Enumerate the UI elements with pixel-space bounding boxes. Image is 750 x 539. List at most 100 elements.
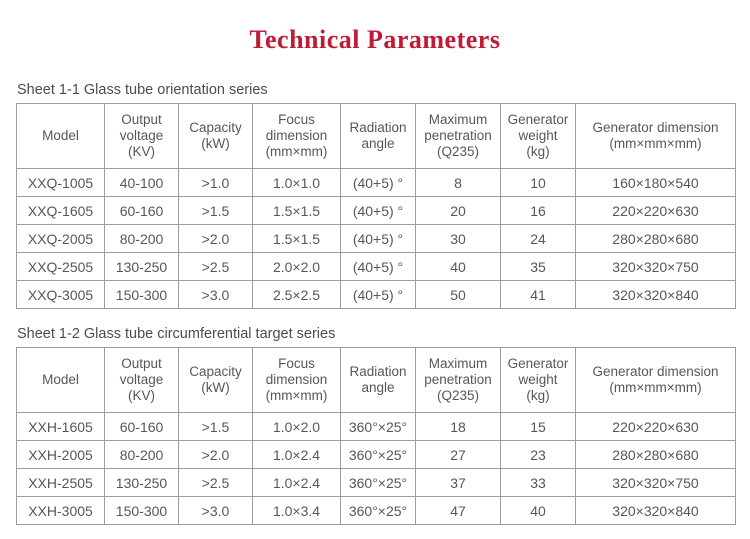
table-cell: 2.5×2.5 bbox=[252, 280, 341, 309]
table-row: XXQ-2005 80-200 >2.0 1.5×1.5 (40+5) ° 30 24 280… bbox=[16, 224, 736, 253]
table-cell: 24 bbox=[500, 224, 576, 253]
table-cell: 40-100 bbox=[104, 168, 179, 197]
table-cell: 320×320×840 bbox=[575, 280, 736, 309]
table-cell: 160×180×540 bbox=[575, 168, 736, 197]
table-cell: 16 bbox=[500, 196, 576, 225]
table-cell: 320×320×750 bbox=[575, 468, 736, 497]
table-cell: 280×280×680 bbox=[575, 440, 736, 469]
table-cell: (40+5) ° bbox=[340, 280, 416, 309]
table-cell: 40 bbox=[415, 252, 501, 281]
sheet-1-2-caption: Sheet 1-2 Glass tube circumferential tar… bbox=[17, 326, 336, 342]
column-header: Output voltage (KV) bbox=[104, 347, 179, 413]
table-cell: 8 bbox=[415, 168, 501, 197]
table-row: XXH-2505 130-250 >2.5 1.0×2.4 360°×25° 37 33 32… bbox=[16, 468, 736, 497]
table-cell: (40+5) ° bbox=[340, 196, 416, 225]
table-cell: >1.0 bbox=[178, 168, 253, 197]
table-cell: 320×320×840 bbox=[575, 496, 736, 525]
column-header: Model bbox=[16, 103, 105, 169]
glass-tube-orientation-table: Model Output voltage (KV) Capacity (kW) Foc… bbox=[16, 103, 736, 309]
table-cell: XXQ-1005 bbox=[16, 168, 105, 197]
table-row: XXQ-2505 130-250 >2.5 2.0×2.0 (40+5) ° 40 35 32… bbox=[16, 252, 736, 281]
column-header: Focus dimension (mm×mm) bbox=[252, 347, 341, 413]
table-cell: XXQ-2005 bbox=[16, 224, 105, 253]
table-cell: >2.0 bbox=[178, 440, 253, 469]
column-header: Generator weight (kg) bbox=[500, 103, 576, 169]
table-cell: 15 bbox=[500, 412, 576, 441]
table-cell: 60-160 bbox=[104, 196, 179, 225]
table-cell: 37 bbox=[415, 468, 501, 497]
page-title: Technical Parameters bbox=[249, 25, 501, 54]
sheet-1-1-caption: Sheet 1-1 Glass tube orientation series bbox=[17, 82, 268, 98]
table-row: XXQ-1005 40-100 >1.0 1.0×1.0 (40+5) ° 8 10 160×… bbox=[16, 168, 736, 197]
table-cell: 41 bbox=[500, 280, 576, 309]
table-cell: 360°×25° bbox=[340, 440, 416, 469]
table-cell: 130-250 bbox=[104, 468, 179, 497]
table-cell: 1.0×1.0 bbox=[252, 168, 341, 197]
table-cell: >2.5 bbox=[178, 252, 253, 281]
table-cell: 33 bbox=[500, 468, 576, 497]
table-cell: 360°×25° bbox=[340, 496, 416, 525]
column-header: Maximum penetration (Q235) bbox=[415, 347, 501, 413]
table-cell: 47 bbox=[415, 496, 501, 525]
table-cell: >1.5 bbox=[178, 412, 253, 441]
header-row: Model Output voltage (KV) Capacity (kW) Foc… bbox=[16, 103, 736, 169]
column-header: Output voltage (KV) bbox=[104, 103, 179, 169]
table-cell: XXQ-1605 bbox=[16, 196, 105, 225]
table-cell: >3.0 bbox=[178, 496, 253, 525]
table-cell: XXQ-3005 bbox=[16, 280, 105, 309]
table-cell: 35 bbox=[500, 252, 576, 281]
table-cell: 20 bbox=[415, 196, 501, 225]
table-cell: 40 bbox=[500, 496, 576, 525]
table-cell: 220×220×630 bbox=[575, 412, 736, 441]
table-cell: 10 bbox=[500, 168, 576, 197]
table-cell: 1.0×2.4 bbox=[252, 440, 341, 469]
table-cell: 360°×25° bbox=[340, 468, 416, 497]
column-header: Model bbox=[16, 347, 105, 413]
table-row: XXQ-3005 150-300 >3.0 2.5×2.5 (40+5) ° 50 41 32… bbox=[16, 280, 736, 309]
table-cell: XXH-1605 bbox=[16, 412, 105, 441]
table-cell: 80-200 bbox=[104, 440, 179, 469]
table-cell: 27 bbox=[415, 440, 501, 469]
table-row: XXH-2005 80-200 >2.0 1.0×2.4 360°×25° 27 23 280… bbox=[16, 440, 736, 469]
table-cell: 1.0×2.0 bbox=[252, 412, 341, 441]
column-header: Radiation angle bbox=[340, 347, 416, 413]
table-cell: >1.5 bbox=[178, 196, 253, 225]
table-cell: (40+5) ° bbox=[340, 252, 416, 281]
table-cell: 320×320×750 bbox=[575, 252, 736, 281]
table-cell: 50 bbox=[415, 280, 501, 309]
table-cell: 1.0×2.4 bbox=[252, 468, 341, 497]
table-row: XXH-3005 150-300 >3.0 1.0×3.4 360°×25° 47 40 32… bbox=[16, 496, 736, 525]
table-cell: 30 bbox=[415, 224, 501, 253]
table-cell: 150-300 bbox=[104, 280, 179, 309]
table-cell: 150-300 bbox=[104, 496, 179, 525]
table-cell: (40+5) ° bbox=[340, 224, 416, 253]
table-cell: >2.0 bbox=[178, 224, 253, 253]
sheet-1-1-section: Sheet 1-1 Glass tube orientation series … bbox=[0, 82, 750, 309]
column-header: Generator weight (kg) bbox=[500, 347, 576, 413]
table-cell: >2.5 bbox=[178, 468, 253, 497]
table-cell: XXH-2005 bbox=[16, 440, 105, 469]
glass-tube-circumferential-table: Model Output voltage (KV) Capacity (kW) Foc… bbox=[16, 347, 736, 525]
table-cell: >3.0 bbox=[178, 280, 253, 309]
table-cell: 360°×25° bbox=[340, 412, 416, 441]
column-header: Capacity (kW) bbox=[178, 347, 253, 413]
table-cell: 1.5×1.5 bbox=[252, 196, 341, 225]
column-header: Focus dimension (mm×mm) bbox=[252, 103, 341, 169]
table-cell: XXH-2505 bbox=[16, 468, 105, 497]
table-cell: 1.5×1.5 bbox=[252, 224, 341, 253]
table-cell: 130-250 bbox=[104, 252, 179, 281]
table-cell: 1.0×3.4 bbox=[252, 496, 341, 525]
column-header: Generator dimension (mm×mm×mm) bbox=[575, 103, 736, 169]
header-row: Model Output voltage (KV) Capacity (kW) Foc… bbox=[16, 347, 736, 413]
table-cell: 18 bbox=[415, 412, 501, 441]
column-header: Generator dimension (mm×mm×mm) bbox=[575, 347, 736, 413]
column-header: Maximum penetration (Q235) bbox=[415, 103, 501, 169]
column-header: Capacity (kW) bbox=[178, 103, 253, 169]
table-cell: 80-200 bbox=[104, 224, 179, 253]
table-cell: XXH-3005 bbox=[16, 496, 105, 525]
table-row: XXH-1605 60-160 >1.5 1.0×2.0 360°×25° 18 15 220… bbox=[16, 412, 736, 441]
table-cell: (40+5) ° bbox=[340, 168, 416, 197]
table-row: XXQ-1605 60-160 >1.5 1.5×1.5 (40+5) ° 20 16 220… bbox=[16, 196, 736, 225]
table-cell: 220×220×630 bbox=[575, 196, 736, 225]
